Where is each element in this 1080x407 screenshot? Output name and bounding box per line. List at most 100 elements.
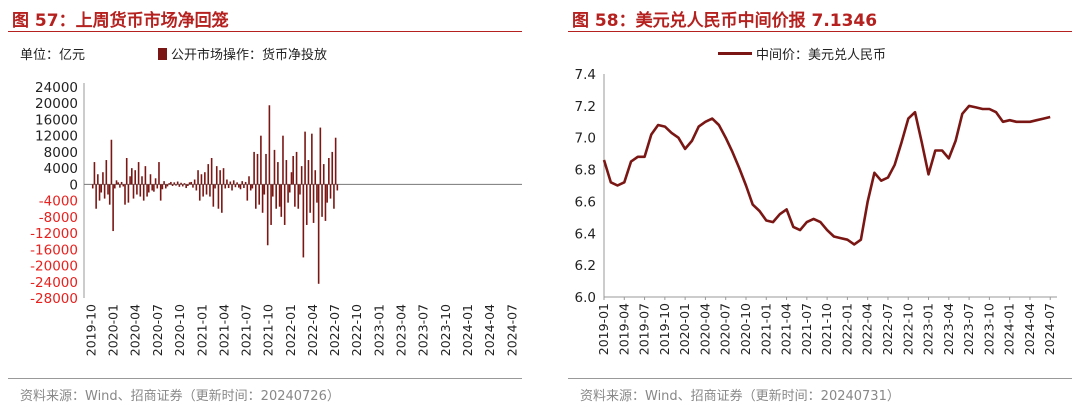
left-bar — [193, 179, 196, 185]
left-bar — [227, 184, 230, 189]
left-bar — [175, 184, 177, 186]
left-bar — [185, 184, 187, 189]
left-bar — [280, 184, 283, 217]
right-title-rule — [568, 31, 1072, 32]
left-x-tick-label: 2021-01 — [194, 304, 209, 356]
left-bar — [149, 174, 152, 185]
left-bar — [181, 184, 184, 187]
left-bar — [331, 151, 334, 185]
right-y-tick-label: 6.2 — [575, 258, 596, 274]
left-legend-swatch — [158, 47, 167, 60]
left-bar — [309, 184, 311, 213]
left-bar — [260, 135, 262, 185]
left-bar — [282, 135, 284, 185]
left-bar — [297, 184, 300, 209]
left-bar — [302, 184, 305, 258]
left-x-tick-label: 2021-07 — [238, 304, 253, 356]
left-bar — [151, 184, 153, 191]
left-bar — [115, 180, 118, 185]
right-y-tick-label: 6.4 — [575, 226, 596, 242]
left-bar — [229, 181, 232, 185]
left-x-tick-label: 2020-10 — [172, 304, 187, 356]
left-bar — [265, 153, 267, 185]
left-bar — [299, 184, 301, 195]
right-x-tick-label: 2020-10 — [738, 303, 753, 355]
left-bar — [214, 184, 216, 189]
left-bar — [249, 184, 252, 191]
left-bar — [234, 184, 237, 188]
left-bar — [134, 170, 137, 185]
left-y-tick-label: 24000 — [35, 80, 78, 96]
left-bar — [248, 176, 250, 185]
left-bar — [314, 170, 317, 185]
right-source: 资料来源：Wind、招商证券（更新时间：20240731） — [580, 389, 900, 404]
right-x-tick-label: 2021-10 — [819, 303, 834, 355]
left-bar — [178, 184, 181, 187]
left-bar — [112, 184, 114, 232]
left-bar — [270, 184, 272, 225]
right-x-tick-label: 2024-07 — [1042, 303, 1057, 355]
right-x-tick-label: 2024-04 — [1022, 303, 1037, 355]
left-bar — [141, 176, 143, 185]
left-x-tick-label: 2022-07 — [327, 304, 342, 356]
left-bar — [187, 184, 189, 187]
left-bar — [114, 184, 116, 189]
left-bar — [147, 184, 150, 193]
right-x-tick-label: 2020-04 — [697, 303, 712, 355]
right-y-tick-label: 7.4 — [575, 67, 596, 83]
left-bar — [171, 184, 174, 187]
left-bar — [202, 184, 204, 197]
left-bar — [231, 184, 233, 191]
left-bar — [295, 151, 298, 185]
left-bar — [275, 184, 277, 209]
left-bar — [288, 184, 291, 193]
left-y-tick-label: -28000 — [30, 291, 78, 307]
left-bar — [93, 162, 96, 185]
left-bar — [124, 184, 126, 205]
right-x-tick-label: 2019-01 — [596, 303, 611, 355]
left-bar — [205, 184, 208, 195]
left-bar — [142, 184, 145, 201]
left-bar — [210, 158, 213, 185]
left-bar — [190, 181, 193, 185]
left-legend-label: 公开市场操作：货币净投放 — [171, 48, 328, 63]
left-bar — [256, 153, 259, 185]
left-bar — [246, 184, 249, 201]
left-x-tick-label: 2024-07 — [504, 304, 519, 356]
left-x-tick-label: 2023-10 — [438, 304, 453, 356]
left-bar — [107, 184, 109, 195]
left-bar — [266, 184, 269, 246]
left-bar — [222, 168, 225, 185]
left-bar — [97, 174, 99, 185]
right-x-tick-label: 2022-04 — [860, 303, 875, 355]
left-bar — [139, 184, 142, 197]
right-x-tick-label: 2022-01 — [839, 303, 854, 355]
left-bar — [209, 184, 211, 197]
left-bar — [136, 184, 138, 195]
left-bar — [273, 149, 276, 185]
right-legend: 中间价：美元兑人民币 — [718, 44, 886, 63]
left-bar — [321, 184, 323, 217]
right-x-tick-label: 2020-01 — [677, 303, 692, 355]
left-bar — [117, 182, 120, 185]
left-bar — [326, 184, 328, 203]
left-bar — [137, 162, 140, 185]
left-bar — [158, 162, 160, 185]
right-y-tick-label: 6.0 — [575, 290, 596, 306]
right-legend-label: 中间价：美元兑人民币 — [756, 48, 887, 63]
left-x-tick-label: 2023-04 — [393, 304, 408, 356]
left-bar — [224, 184, 227, 189]
left-bar — [239, 184, 242, 190]
left-x-tick-label: 2020-07 — [150, 304, 165, 356]
left-bar — [195, 184, 198, 191]
left-bar — [156, 184, 159, 189]
left-bar — [161, 184, 164, 190]
left-bar — [238, 184, 240, 188]
left-bar — [176, 181, 179, 185]
left-bar — [305, 184, 308, 225]
left-bar — [180, 182, 182, 185]
left-bar — [253, 151, 255, 185]
left-bar — [146, 184, 148, 197]
right-x-tick-label: 2023-07 — [961, 303, 976, 355]
left-bar — [232, 180, 235, 185]
